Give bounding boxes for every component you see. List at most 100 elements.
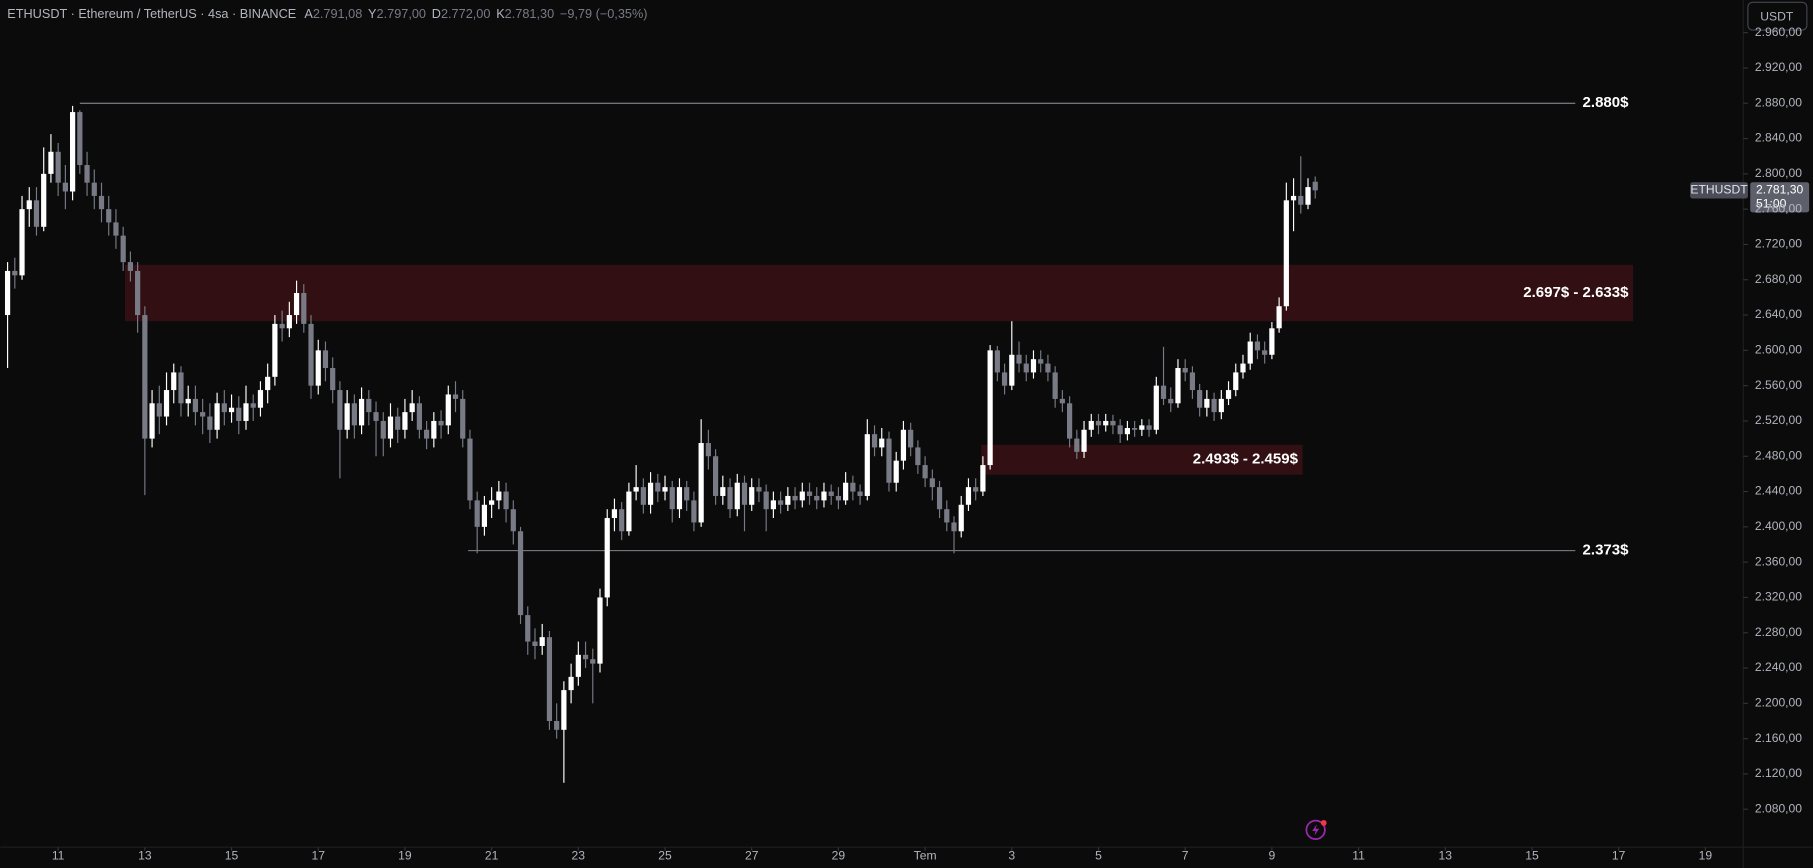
candle-body [431, 420, 437, 439]
candle-body [1305, 187, 1311, 205]
candle-body [698, 443, 704, 523]
candle-body [127, 262, 134, 271]
candle-body [192, 398, 199, 413]
candle-body [142, 315, 148, 439]
candle-body [1001, 372, 1008, 386]
x-tick-label: 17 [311, 849, 325, 863]
x-tick-label: Tem [914, 849, 937, 863]
candle-body [33, 200, 40, 227]
button-frame[interactable] [1747, 1, 1808, 31]
candle-body [1139, 425, 1145, 430]
candle-body [1298, 195, 1304, 205]
candle-body [554, 720, 560, 730]
y-tick-label: 2.960,00 [1755, 25, 1802, 39]
candle-body [561, 690, 567, 730]
y-tick-label: 2.840,00 [1755, 131, 1802, 145]
candle-body [1290, 195, 1297, 201]
candle-body [228, 407, 235, 413]
y-tick-label: 2.120,00 [1755, 766, 1802, 780]
plot-area: 2.697$ - 2.633$ 2.493$ - 2.459$ 2.880$ 2.37… [4, 94, 1634, 783]
candle-body [1052, 372, 1058, 399]
ohlc-value: 2.772,00 [441, 6, 490, 21]
level-label: 2.373$ [1583, 542, 1630, 559]
icon-ring[interactable] [1305, 819, 1326, 840]
candle-body [597, 597, 603, 664]
candle-body [1240, 363, 1246, 373]
candle-body [322, 350, 329, 369]
ohlc-value: 2.781,30 [505, 6, 554, 21]
candle-body [994, 350, 1000, 373]
candle-body [965, 487, 972, 505]
button-label[interactable]: USDT [1760, 10, 1794, 24]
candle-body [1211, 398, 1217, 413]
candle-body [70, 112, 76, 192]
candle-body [1254, 341, 1261, 351]
candle-body [893, 460, 899, 483]
candle-body [1074, 438, 1080, 452]
candle-body [864, 434, 870, 496]
candle-body [424, 429, 430, 439]
candle-body [1247, 341, 1253, 364]
candle-body [1233, 372, 1239, 391]
y-tick-label: 2.320,00 [1755, 590, 1802, 604]
candle-body [77, 112, 83, 166]
icon-dot[interactable] [1320, 820, 1327, 826]
candle-body [1124, 428, 1130, 435]
alert-icon[interactable] [1305, 819, 1327, 840]
candle-body [207, 416, 213, 430]
x-tick-label: 11 [1352, 849, 1365, 863]
candle-body [763, 491, 769, 510]
tag-price: 2.781,30 [1756, 183, 1803, 197]
candle-body [120, 235, 126, 263]
candle-body [200, 412, 206, 417]
candle-body [286, 315, 292, 329]
candle-body [171, 372, 177, 391]
candle-body [886, 438, 892, 483]
candle-body [647, 482, 654, 505]
candle-body [1204, 398, 1210, 408]
candle-body [236, 407, 242, 421]
candle-body [691, 500, 697, 523]
candle-body [62, 182, 68, 192]
candle-body [272, 323, 278, 377]
x-tick-label: 19 [1699, 849, 1713, 863]
icon-bolt[interactable] [1312, 824, 1320, 836]
candle-body [879, 438, 885, 448]
candle-body [799, 491, 805, 501]
ohlc-key: D [432, 6, 441, 21]
candle-body [539, 637, 545, 646]
x-tick-label: 19 [398, 849, 412, 863]
y-tick-label: 2.480,00 [1755, 448, 1802, 462]
candle-body [98, 195, 105, 210]
candle-body [416, 403, 422, 430]
candle-body [958, 504, 964, 532]
candle-body [84, 165, 90, 183]
candle-body [778, 500, 784, 505]
candle-body [474, 500, 480, 527]
y-tick-label: 2.800,00 [1755, 166, 1802, 180]
candle-body [489, 500, 495, 505]
candle-body [1009, 354, 1015, 386]
candle-body [662, 487, 668, 492]
candle-body [756, 487, 762, 492]
candle-body [973, 487, 979, 492]
candle-body [257, 390, 264, 408]
zone-label: 2.697$ - 2.633$ [1523, 284, 1629, 301]
candle-body [243, 403, 249, 421]
candle-body [467, 438, 473, 501]
candle-body [821, 491, 827, 501]
legend: ETHUSDT · Ethereum / TetherUS · 4sa · BI… [7, 6, 647, 21]
currency-button[interactable]: USDT [1747, 1, 1808, 31]
candle-body [929, 478, 935, 488]
tag-symbol-box [1690, 182, 1748, 199]
change: −9,79 (−0,35%) [560, 6, 648, 21]
candle-body [712, 456, 719, 496]
x-tick-label: 11 [52, 849, 65, 863]
candle-body [669, 487, 675, 510]
x-tick-label: 3 [1008, 849, 1015, 863]
candle-body [135, 270, 141, 316]
y-tick-label: 2.440,00 [1755, 484, 1802, 498]
candle-body [1146, 425, 1152, 430]
candle-body [980, 465, 986, 492]
